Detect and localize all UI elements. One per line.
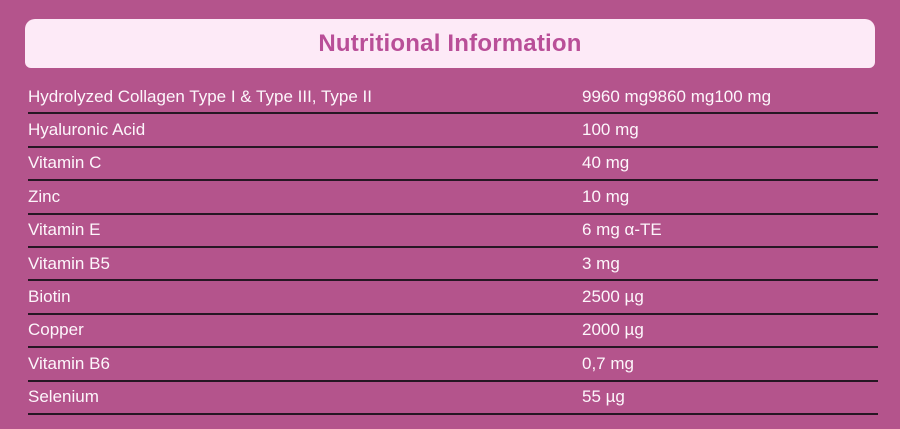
nutrient-name: Vitamin B5 [28, 253, 110, 273]
nutrient-name: Hydrolyzed Collagen Type I & Type III, T… [28, 86, 372, 106]
table-row: Biotin 2500 µg [28, 281, 878, 315]
nutrient-amount: 2500 µg [582, 287, 644, 307]
nutrient-name: Vitamin B6 [28, 353, 110, 373]
nutrient-name: Selenium [28, 387, 99, 407]
table-row: Hyaluronic Acid 100 mg [28, 114, 878, 148]
table-header: Nutritional Information [25, 19, 875, 68]
nutrient-amount: 10 mg [582, 186, 630, 206]
table-row: Vitamin C 40 mg [28, 148, 878, 182]
nutrient-amount: 6 mg α-TE [582, 220, 662, 240]
nutrient-name: Biotin [28, 287, 71, 307]
nutrient-amount: 0,7 mg [582, 353, 634, 373]
table-row: Selenium 55 µg [28, 382, 878, 415]
nutrient-amount: 3 mg [582, 253, 620, 273]
nutrient-name: Zinc [28, 186, 61, 206]
nutrient-name: Vitamin E [28, 220, 101, 240]
table-row: Vitamin E 6 mg α-TE [28, 215, 878, 248]
nutrient-amount: 100 mg [582, 120, 639, 140]
table-row: Copper 2000 µg [28, 315, 878, 349]
nutrient-name: Copper [28, 320, 84, 340]
table-row: Hydrolyzed Collagen Type I & Type III, T… [28, 81, 878, 115]
nutrient-amount: 55 µg [582, 387, 625, 407]
nutrient-amount: 40 mg [582, 153, 630, 173]
nutrient-name: Hyaluronic Acid [28, 120, 146, 140]
nutrient-amount: 9960 mg9860 mg100 mg [582, 86, 772, 106]
nutrition-table: Hydrolyzed Collagen Type I & Type III, T… [28, 81, 878, 415]
table-row: Vitamin B6 0,7 mg [28, 348, 878, 382]
nutrient-amount: 2000 µg [582, 320, 644, 340]
table-row: Zinc 10 mg [28, 181, 878, 215]
table-row: Vitamin B5 3 mg [28, 248, 878, 282]
nutrient-name: Vitamin C [28, 153, 102, 173]
page-title: Nutritional Information [318, 29, 582, 57]
